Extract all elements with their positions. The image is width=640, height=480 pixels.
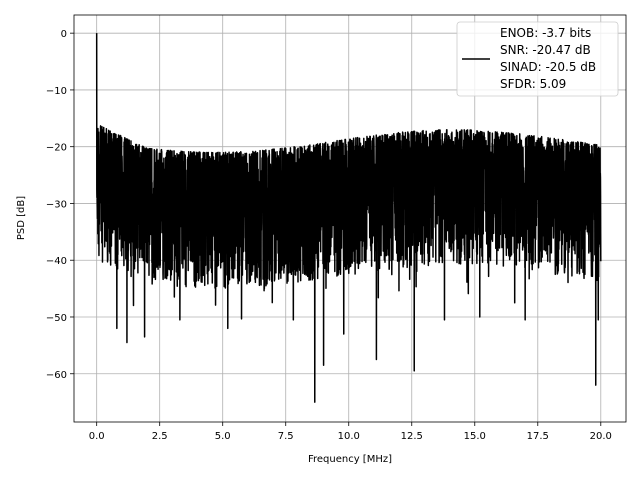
legend: ENOB: -3.7 bits SNR: -20.47 dB SINAD: -2…: [456, 21, 619, 97]
y-tick-label: −60: [46, 370, 67, 381]
x-tick-label: 2.5: [152, 431, 168, 442]
x-tick-label: 17.5: [527, 431, 549, 442]
y-tick-label: −50: [46, 313, 67, 324]
x-tick-label: 12.5: [401, 431, 423, 442]
x-tick-label: 7.5: [278, 431, 294, 442]
y-tick-label: −10: [46, 86, 67, 97]
x-tick-label: 10.0: [338, 431, 360, 442]
x-tick-label: 0.0: [89, 431, 105, 442]
x-tick-label: 15.0: [464, 431, 486, 442]
legend-snr: SNR: -20.47 dB: [500, 43, 591, 57]
x-tick-label: 5.0: [215, 431, 231, 442]
psd-series-line: [95, 33, 602, 403]
y-tick-label: −30: [46, 199, 67, 210]
y-axis-label: PSD [dB]: [16, 196, 27, 240]
series-layer: [95, 33, 602, 403]
y-tick-label: −40: [46, 256, 67, 267]
x-axis-ticks: 0.0 2.5 5.0 7.5 10.0 12.5 15.0 17.5 20.0: [89, 422, 612, 442]
y-tick-label: 0: [61, 29, 67, 40]
legend-sinad: SINAD: -20.5 dB: [500, 60, 596, 74]
legend-box: [456, 21, 619, 97]
y-axis-ticks: 0 −10 −20 −30 −40 −50 −60: [46, 29, 74, 381]
axes-frame: [73, 14, 627, 423]
x-axis-label: Frequency [MHz]: [308, 454, 392, 465]
legend-sfdr: SFDR: 5.09: [500, 77, 566, 91]
y-tick-label: −20: [46, 143, 67, 154]
legend-enob: ENOB: -3.7 bits: [500, 26, 591, 40]
x-tick-label: 20.0: [590, 431, 612, 442]
